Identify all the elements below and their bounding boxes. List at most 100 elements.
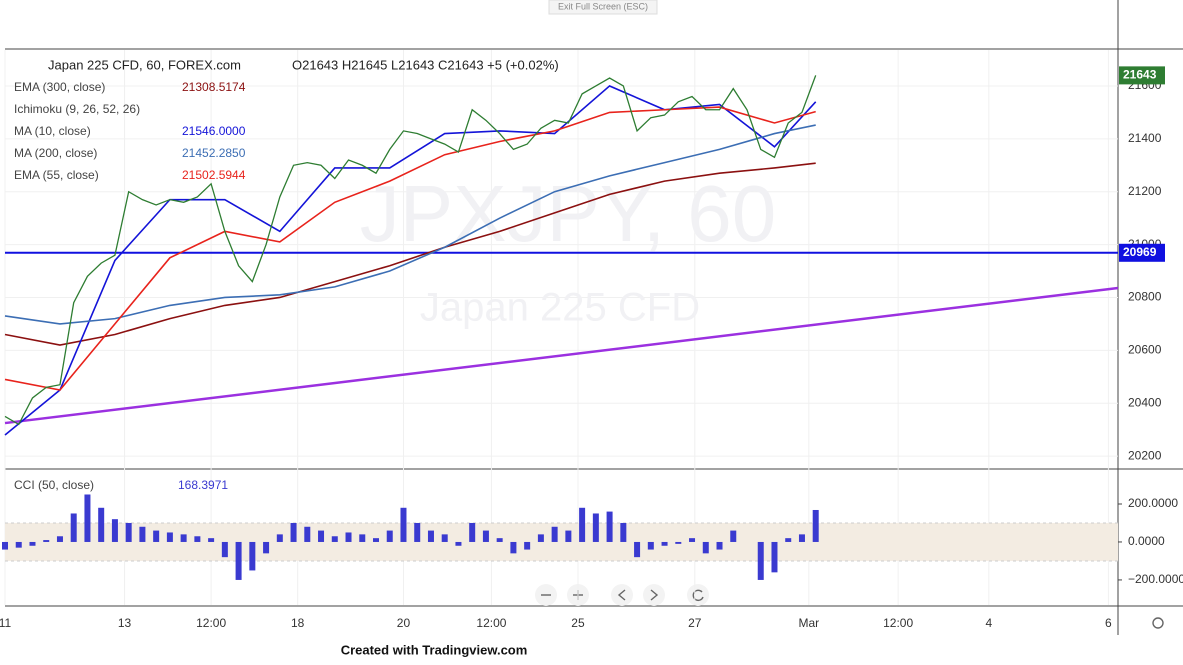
x-tick-label: 18 — [291, 616, 305, 630]
y-tick-label: −200.0000 — [1128, 572, 1183, 586]
legend-label: EMA (300, close) — [14, 80, 105, 94]
y-tick-label: 20400 — [1128, 395, 1162, 409]
legend-label: EMA (55, close) — [14, 168, 99, 182]
cci-bar — [386, 530, 393, 542]
y-tick-label: 200.0000 — [1128, 496, 1178, 510]
line — [4, 106, 816, 391]
cci-bar — [98, 507, 105, 542]
hline-label: 20969 — [1123, 245, 1157, 259]
cci-bar — [194, 536, 201, 542]
cci-title: CCI (50, close) — [14, 478, 94, 492]
x-tick-label: 25 — [571, 616, 585, 630]
cci-bar — [647, 541, 654, 550]
last-price-box — [1119, 66, 1165, 85]
cci-bar — [675, 541, 682, 544]
cci-bar — [249, 541, 256, 571]
cci-bar — [565, 530, 572, 542]
cci-bar — [400, 507, 407, 542]
y-tick-label: 20600 — [1128, 343, 1162, 357]
cci-bar — [551, 526, 558, 542]
ohlc: O21643 H21645 L21643 C21643 +5 (+0.02%) — [292, 57, 559, 72]
cci-bar — [125, 522, 132, 542]
x-tick-label: 12:00 — [196, 616, 226, 630]
legend-label: Ichimoku (9, 26, 52, 26) — [14, 102, 140, 116]
cci-bar — [785, 538, 792, 542]
cci-bar — [153, 530, 160, 542]
cci-bar — [689, 538, 696, 542]
exit-button[interactable] — [548, 0, 658, 15]
x-tick-label: 13 — [118, 616, 132, 630]
cci-band — [5, 522, 1118, 561]
cci-bar — [180, 534, 187, 542]
cci-bar — [15, 541, 22, 548]
cci-bar — [482, 530, 489, 542]
legend-value: 21502.5944 — [182, 168, 246, 182]
x-tick-label: 12:00 — [476, 616, 506, 630]
cci-bar — [730, 530, 737, 542]
x-tick-label: 11 — [0, 616, 12, 630]
cci-bar — [757, 541, 764, 580]
watermark: JPXJPY, 60 — [360, 169, 777, 258]
cci-bar — [56, 536, 63, 542]
cci-bar — [661, 541, 668, 546]
y-tick-label: 21200 — [1128, 184, 1162, 198]
scroll-right[interactable] — [643, 584, 665, 606]
x-tick-label: Mar — [798, 616, 819, 630]
cci-bar — [2, 541, 8, 550]
legend-value: 21452.2850 — [182, 146, 246, 160]
cci-bar — [496, 538, 503, 542]
cci-bar — [318, 530, 325, 542]
legend-value: 21308.5174 — [182, 80, 246, 94]
cci-bar — [579, 507, 586, 542]
cci-bar — [592, 513, 599, 542]
reset[interactable] — [687, 584, 709, 606]
cci-bar — [111, 519, 118, 542]
cci-bar — [166, 532, 173, 542]
footer: Created with Tradingview.com — [341, 642, 528, 657]
cci-value: 168.3971 — [178, 478, 228, 492]
cci-bar — [524, 541, 531, 550]
y-tick-label: 20200 — [1128, 448, 1162, 462]
legend-value: 21546.0000 — [182, 124, 246, 138]
cci-bar — [235, 541, 242, 580]
cci-bar — [455, 541, 462, 546]
line — [4, 162, 816, 346]
exit-label[interactable]: Exit Full Screen (ESC) — [558, 1, 648, 11]
cci-bar — [441, 534, 448, 542]
cci-bar — [139, 526, 146, 542]
x-tick-label: 4 — [985, 616, 992, 630]
cci-bar — [84, 494, 91, 542]
settings[interactable] — [1152, 617, 1164, 629]
cci-bar — [620, 522, 627, 542]
cci-bar — [345, 532, 352, 542]
watermark: Japan 225 CFD — [420, 286, 700, 330]
x-tick-label: 12:00 — [883, 616, 913, 630]
hline-label-box — [1119, 243, 1165, 262]
y-tick-label: 21400 — [1128, 131, 1162, 145]
cci-bar — [359, 534, 366, 542]
line — [4, 286, 1119, 425]
cci-bar — [208, 538, 215, 542]
cci-bar — [702, 541, 709, 554]
cci-bar — [373, 538, 379, 542]
line — [4, 85, 817, 436]
scroll-left[interactable] — [611, 584, 633, 606]
line — [4, 75, 817, 426]
cci-bar — [276, 534, 283, 542]
cci-bar — [510, 541, 517, 554]
cci-bar — [221, 541, 228, 558]
line — [4, 124, 816, 325]
y-tick-label: 20800 — [1128, 290, 1162, 304]
legend-label: MA (10, close) — [14, 124, 91, 138]
cci-bar — [537, 534, 544, 542]
cci-bar — [290, 522, 297, 542]
x-tick-label: 20 — [397, 616, 411, 630]
last-price-label: 21643 — [1123, 68, 1157, 82]
cci-bar — [304, 526, 311, 542]
cci-bar — [716, 541, 723, 550]
cci-bar — [43, 540, 50, 542]
cci-bar — [812, 509, 819, 542]
cci-bar — [469, 522, 476, 542]
